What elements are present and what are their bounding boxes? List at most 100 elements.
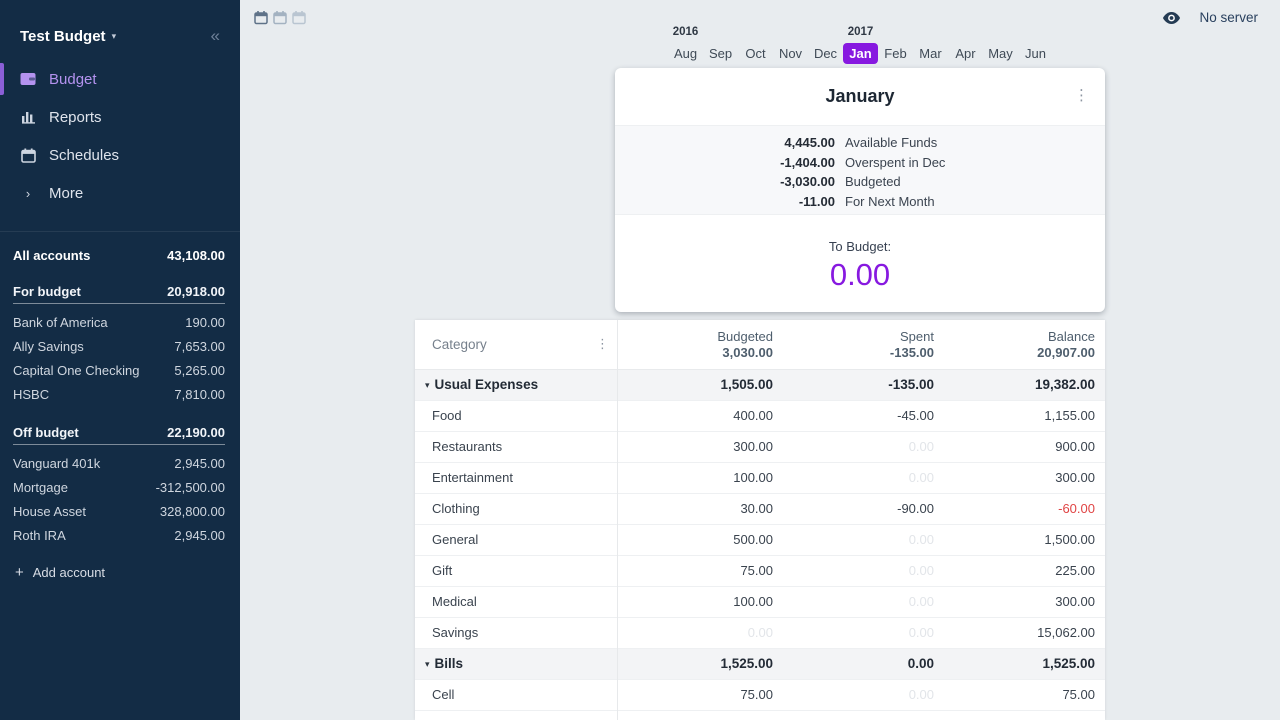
- month-button[interactable]: Oct: [745, 46, 766, 61]
- all-accounts-row[interactable]: All accounts 43,108.00: [0, 244, 240, 266]
- balance-cell[interactable]: 15,062.00: [1037, 625, 1095, 640]
- budgeted-cell[interactable]: 1,505.00: [720, 377, 773, 392]
- month-menu-kebab-icon[interactable]: ⋮: [1074, 87, 1089, 104]
- budget-row[interactable]: ▾ Entertainment 100.00 0.00 300.00: [415, 463, 1105, 494]
- category-name[interactable]: Food: [432, 408, 462, 423]
- month-button[interactable]: Apr: [955, 46, 976, 61]
- budget-row[interactable]: ▾ General 500.00 0.00 1,500.00: [415, 525, 1105, 556]
- category-name[interactable]: Medical: [432, 594, 477, 609]
- spent-cell[interactable]: -135.00: [888, 377, 934, 392]
- sidebar-item-schedules[interactable]: Schedules: [0, 136, 240, 174]
- spent-cell[interactable]: -45.00: [897, 408, 934, 423]
- server-status-button[interactable]: No server: [1162, 10, 1258, 25]
- budget-row[interactable]: ▾ Medical 100.00 0.00 300.00: [415, 587, 1105, 618]
- off-budget-header[interactable]: Off budget 22,190.00: [13, 421, 225, 445]
- budget-row[interactable]: ▾ Savings 0.00 0.00 15,062.00: [415, 618, 1105, 649]
- balance-cell[interactable]: 225.00: [1055, 563, 1095, 578]
- balance-cell[interactable]: 1,500.00: [1044, 532, 1095, 547]
- account-row[interactable]: Roth IRA 2,945.00: [0, 523, 240, 547]
- category-name[interactable]: Savings: [432, 625, 479, 640]
- calendar-1-month-icon[interactable]: [254, 10, 268, 25]
- budget-row[interactable]: ▾ Food 400.00 -45.00 1,155.00: [415, 401, 1105, 432]
- month-button[interactable]: Mar: [919, 46, 942, 61]
- category-name[interactable]: Usual Expenses: [434, 377, 539, 392]
- off-budget-label: Off budget: [13, 425, 79, 440]
- balance-cell[interactable]: 900.00: [1055, 439, 1095, 454]
- budgeted-cell[interactable]: 75.00: [740, 687, 773, 702]
- to-budget-value[interactable]: 0.00: [829, 257, 891, 292]
- chevron-down-icon: ▾: [111, 30, 117, 41]
- category-name[interactable]: General: [432, 532, 479, 547]
- month-column: Oct: [738, 25, 773, 64]
- spent-cell[interactable]: 0.00: [907, 656, 934, 671]
- budget-row[interactable]: ▾ Clothing 30.00 -90.00 -60.00: [415, 494, 1105, 525]
- balance-cell[interactable]: 1,155.00: [1044, 408, 1095, 423]
- category-name[interactable]: Clothing: [432, 501, 480, 516]
- sidebar-item-more[interactable]: › More: [0, 174, 240, 212]
- budget-row[interactable]: ▾ Cell 75.00 0.00 75.00: [415, 680, 1105, 711]
- calendar-3-month-icon[interactable]: [292, 10, 306, 25]
- calendar-2-month-icon[interactable]: [273, 10, 287, 25]
- account-row[interactable]: Mortgage -312,500.00: [0, 475, 240, 499]
- account-row[interactable]: House Asset 328,800.00: [0, 499, 240, 523]
- spent-cell[interactable]: 0.00: [908, 532, 934, 547]
- balance-cell[interactable]: 300.00: [1055, 594, 1095, 609]
- month-button[interactable]: Sep: [708, 46, 733, 61]
- spent-cell[interactable]: 0.00: [908, 563, 934, 578]
- budget-row[interactable]: ▾ Gift 75.00 0.00 225.00: [415, 556, 1105, 587]
- account-row[interactable]: Vanguard 401k 2,945.00: [0, 451, 240, 475]
- account-row[interactable]: Ally Savings 7,653.00: [0, 334, 240, 358]
- budgeted-cell[interactable]: 30.00: [740, 501, 773, 516]
- balance-cell[interactable]: 19,382.00: [1034, 377, 1095, 392]
- balance-cell[interactable]: 75.00: [1062, 687, 1095, 702]
- sidebar-item-budget[interactable]: Budget: [0, 60, 240, 98]
- month-title: January: [825, 86, 895, 106]
- spent-cell[interactable]: 0.00: [908, 687, 934, 702]
- month-button[interactable]: Jun: [1025, 46, 1046, 61]
- budgeted-cell[interactable]: 400.00: [733, 408, 773, 423]
- month-button[interactable]: Dec: [813, 46, 838, 61]
- spent-cell[interactable]: -90.00: [897, 501, 934, 516]
- month-column: Nov: [773, 25, 808, 64]
- account-row[interactable]: Capital One Checking 5,265.00: [0, 358, 240, 382]
- month-button[interactable]: Jan: [843, 43, 878, 64]
- category-name[interactable]: Restaurants: [432, 439, 503, 454]
- account-name: HSBC: [13, 386, 50, 402]
- budgeted-cell[interactable]: 300.00: [733, 439, 773, 454]
- spent-cell[interactable]: 0.00: [908, 439, 934, 454]
- budgeted-cell[interactable]: 500.00: [733, 532, 773, 547]
- for-budget-header[interactable]: For budget 20,918.00: [13, 280, 225, 304]
- budget-row[interactable]: ▾ Restaurants 300.00 0.00 900.00: [415, 432, 1105, 463]
- collapse-group-triangle-icon[interactable]: ▾: [425, 659, 430, 669]
- category-name[interactable]: Gift: [432, 563, 453, 578]
- month-button[interactable]: May: [988, 46, 1013, 61]
- budget-name-dropdown[interactable]: Test Budget ▾: [20, 28, 116, 45]
- account-row[interactable]: Bank of America 190.00: [0, 310, 240, 334]
- add-account-button[interactable]: + Add account: [15, 564, 240, 581]
- spent-cell[interactable]: 0.00: [908, 470, 934, 485]
- month-button[interactable]: Nov: [778, 46, 803, 61]
- budget-row[interactable]: ▾ Usual Expenses 1,505.00 -135.00 19,382…: [415, 370, 1105, 401]
- budget-row[interactable]: ▾ Bills 1,525.00 0.00 1,525.00: [415, 649, 1105, 680]
- spent-cell[interactable]: 0.00: [908, 625, 934, 640]
- category-name[interactable]: Bills: [434, 656, 464, 671]
- month-button[interactable]: Aug: [673, 46, 698, 61]
- account-row[interactable]: HSBC 7,810.00: [0, 382, 240, 406]
- balance-cell[interactable]: -60.00: [1058, 501, 1095, 516]
- collapse-group-triangle-icon[interactable]: ▾: [425, 380, 430, 390]
- category-name[interactable]: Cell: [432, 687, 455, 702]
- category-menu-kebab-icon[interactable]: ⋮: [596, 336, 609, 351]
- month-button[interactable]: Feb: [884, 46, 907, 61]
- budgeted-cell[interactable]: 100.00: [733, 594, 773, 609]
- balance-cell[interactable]: 300.00: [1055, 470, 1095, 485]
- category-name[interactable]: Entertainment: [432, 470, 513, 485]
- eye-icon[interactable]: [1162, 11, 1181, 25]
- balance-cell[interactable]: 1,525.00: [1042, 656, 1095, 671]
- budgeted-cell[interactable]: 100.00: [733, 470, 773, 485]
- spent-cell[interactable]: 0.00: [908, 594, 934, 609]
- sidebar-item-reports[interactable]: Reports: [0, 98, 240, 136]
- budgeted-cell[interactable]: 75.00: [740, 563, 773, 578]
- budgeted-cell[interactable]: 1,525.00: [720, 656, 773, 671]
- collapse-sidebar-icon[interactable]: «: [210, 26, 220, 45]
- budgeted-cell[interactable]: 0.00: [747, 625, 773, 640]
